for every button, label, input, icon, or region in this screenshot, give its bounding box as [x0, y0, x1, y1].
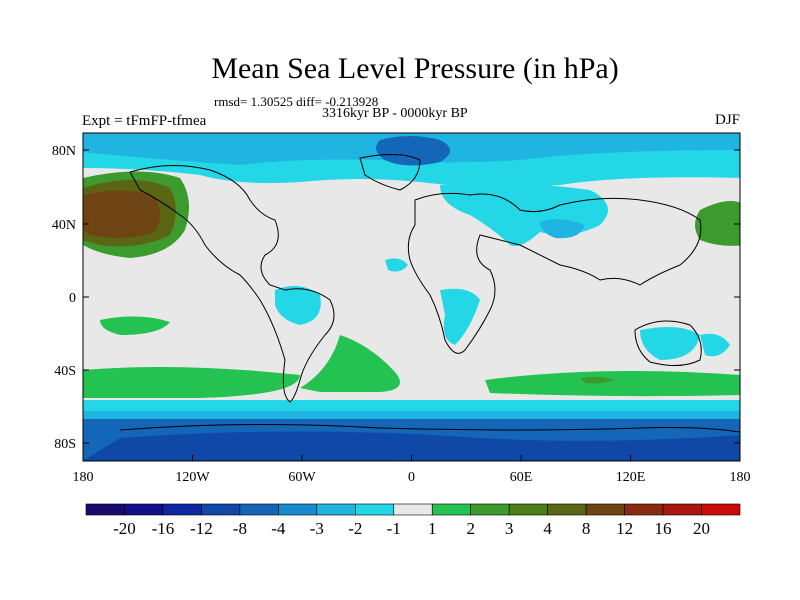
colorbar-swatch	[470, 503, 510, 516]
map-field	[83, 133, 740, 461]
latitude-labels: 80N 40N 0 40S 80S	[52, 144, 76, 452]
west-pacific-anomaly	[695, 201, 740, 246]
lon-label: 120E	[616, 470, 646, 485]
colorbar-swatch	[624, 503, 664, 516]
colorbar-label: 16	[655, 519, 672, 538]
colorbar-swatch	[393, 503, 433, 516]
atlantic-patch	[385, 258, 408, 272]
coastlines	[119, 154, 740, 433]
experiment-label: Expt = tFmFP-tfmea	[82, 113, 207, 129]
southern-pacific-positive	[83, 366, 300, 398]
lon-label: 60E	[510, 470, 533, 485]
colorbar-swatch	[162, 503, 202, 516]
colorbar-label: 8	[582, 519, 591, 538]
afro-eurasia-coastline	[407, 192, 702, 354]
indian-ocean-core	[580, 376, 615, 384]
colorbar-labels: -20 -16 -12 -8 -4 -3 -2 -1 1 2 3 4 8 12 16 20	[113, 519, 710, 538]
colorbar	[85, 503, 741, 516]
lat-label: 40N	[52, 218, 76, 233]
colorbar-label: -1	[387, 519, 401, 538]
period-label: 3316kyr BP - 0000kyr BP	[322, 106, 468, 121]
lat-label: 40S	[54, 364, 76, 379]
lon-label: 180	[73, 470, 94, 485]
colorbar-label: 1	[428, 519, 437, 538]
colorbar-swatch	[585, 503, 625, 516]
colorbar-swatch	[662, 503, 702, 516]
colorbar-label: -12	[190, 519, 213, 538]
colorbar-swatch	[85, 503, 125, 516]
southern-band-light-blue	[83, 411, 740, 421]
colorbar-swatch	[431, 503, 472, 516]
colorbar-label: -16	[152, 519, 175, 538]
lon-label: 180	[730, 470, 751, 485]
antarctic-deep-region	[83, 431, 740, 461]
south-atlantic-band	[300, 335, 400, 392]
arctic-low-center	[376, 136, 450, 166]
southern-band-cyan	[83, 400, 740, 413]
australia-patch	[640, 326, 700, 360]
colorbar-label: -4	[271, 519, 286, 538]
lat-label: 0	[69, 291, 76, 306]
eurasia-blue-spot	[540, 219, 585, 239]
season-label: DJF	[714, 112, 740, 128]
lat-label: 80S	[54, 437, 76, 452]
colorbar-swatch	[701, 503, 741, 516]
colorbar-label: 12	[616, 519, 633, 538]
greenland-coastline	[359, 154, 421, 191]
colorbar-label: 2	[466, 519, 475, 538]
australia-coastline	[634, 320, 702, 366]
pacific-anomaly-core	[83, 190, 160, 238]
colorbar-label: -8	[233, 519, 247, 538]
americas-coastline	[129, 165, 335, 403]
indian-ocean-positive	[485, 371, 740, 397]
colorbar-label: 3	[505, 519, 514, 538]
latitude-tick-marks	[83, 149, 740, 444]
colorbar-swatch	[508, 503, 548, 516]
tasman-patch	[700, 333, 730, 357]
longitude-tick-marks	[82, 455, 741, 461]
colorbar-label: -2	[348, 519, 362, 538]
lat-label: 80N	[52, 144, 76, 159]
colorbar-label: 20	[693, 519, 710, 538]
south-america-patch	[275, 286, 321, 325]
lon-label: 120W	[175, 470, 210, 485]
africa-patch	[440, 288, 480, 345]
colorbar-swatch	[354, 503, 395, 516]
colorbar-label: 4	[543, 519, 552, 538]
colorbar-swatch	[278, 503, 318, 516]
colorbar-swatch	[201, 503, 241, 516]
longitude-labels: 180 120W 60W 0 60E 120E 180	[73, 470, 751, 485]
lon-label: 60W	[288, 470, 316, 485]
colorbar-label: -20	[113, 519, 136, 538]
colorbar-swatch	[316, 503, 356, 516]
colorbar-swatch	[124, 503, 164, 516]
colorbar-swatch	[547, 503, 587, 516]
lon-label: 0	[408, 470, 415, 485]
antarctica-coastline	[119, 423, 740, 433]
colorbar-swatch	[239, 503, 279, 516]
statistics-label: rmsd= 1.30525 diff= -0.213928	[214, 94, 379, 109]
colorbar-label: -3	[310, 519, 324, 538]
south-pacific-band	[100, 316, 170, 335]
map-title: Mean Sea Level Pressure (in hPa)	[211, 52, 619, 85]
